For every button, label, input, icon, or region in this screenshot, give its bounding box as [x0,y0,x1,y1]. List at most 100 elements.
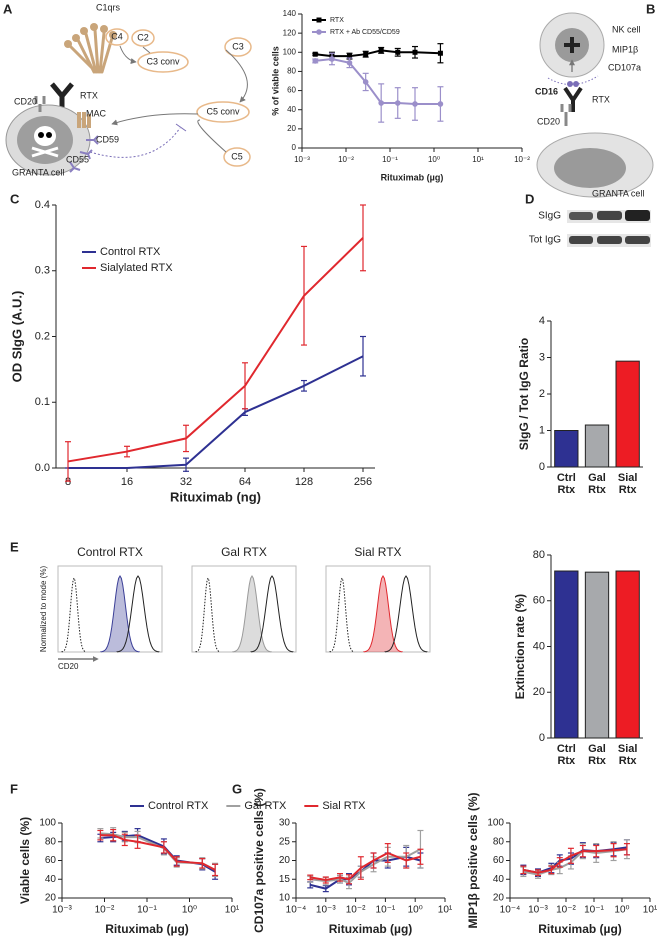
y-tick-label: 20 [45,893,57,904]
histogram-frame [325,565,431,653]
legend-label: Control RTX [148,800,209,812]
y-tick-label: 20 [493,893,505,904]
x-axis-label: Rituximab (ng) [170,489,261,504]
marker [312,51,318,57]
y-axis-label: % of viable cells [270,46,280,116]
y-axis-label: MIP1β positive cells (%) [466,792,480,928]
x-tick-label: 10⁻¹ [376,905,396,916]
x-tick-label: 10⁻² [556,905,576,916]
x-tick-label: 10⁻³ [528,905,548,916]
y-tick-label: 140 [283,9,297,18]
histogram-isotype [329,576,355,653]
y-tick-label: 0 [292,143,297,152]
bar [554,430,579,468]
y-tick-label: 0.4 [35,199,50,211]
marker [363,51,369,57]
x-tick-label: 10⁻¹ [137,905,157,916]
x-tick-label: Ctrl Rtx [556,472,576,496]
histogram-x-label: CD20 [58,662,79,671]
x-tick-label: 10⁻⁴ [500,905,521,916]
y-tick-label: 4 [539,315,545,327]
x-tick-label: 10⁰ [182,905,197,916]
diagram-label: RTX [80,90,98,100]
x-tick-label: 10⁻⁴ [286,905,307,916]
y-tick-label: 100 [39,818,56,829]
histogram-control [384,575,428,653]
x-axis-label: Rituximab (µg) [105,922,189,936]
marker [329,56,335,62]
diagram-label: CD55 [66,154,89,164]
x-tick-label: Gal Rtx [588,472,606,496]
series-line: RTX [315,49,441,58]
x-tick-label: 10¹ [225,905,240,916]
diagram-label: NK cell [612,24,641,34]
bar [584,571,610,739]
y-tick-label: 10 [279,893,291,904]
y-tick-label: 80 [287,67,296,76]
y-axis-label: Viable cells (%) [18,817,32,904]
x-tick-label: 10⁻² [514,155,530,164]
blot-label: Tot IgG [529,235,561,246]
x-tick-label: 16 [121,476,133,488]
y-tick-label: 100 [487,818,504,829]
x-tick-label: Sial Rtx [617,472,638,496]
x-tick-label: Sial Rtx [617,743,638,767]
x-tick-label: 10⁻² [346,905,366,916]
x-tick-label: 10⁻³ [294,155,310,164]
y-tick-label: 80 [45,836,57,847]
x-tick-label: 10⁻² [338,155,354,164]
diagram-b: NK cell MIP1β CD107a CD16 RTX CD20 GRANT… [535,12,654,198]
blot-label: SIgG [538,211,561,222]
x-tick-label: 10¹ [472,155,484,164]
x-axis-label: Rituximab (µg) [538,922,622,936]
marker [395,49,401,55]
marker [362,79,369,85]
bar [554,570,579,739]
marker [346,53,352,59]
y-tick-label: 80 [533,549,545,561]
legend-label: RTX [330,17,344,24]
histogram-y-label: Normalized to mode (%) [39,566,48,653]
y-tick-label: 60 [493,855,505,866]
series-line: Sial RTX [310,851,421,882]
y-tick-label: 15 [279,874,291,885]
y-tick-label: 0.2 [35,330,50,342]
histogram-sample [232,575,272,653]
legend-marker [316,17,322,23]
bar [584,424,610,468]
y-tick-label: 40 [287,105,296,114]
series-line: Sial RTX [100,834,216,871]
y-axis-label: SIgG / Tot IgG Ratio [517,338,531,450]
marker [394,100,401,106]
diagram-a: C1qrs C4 C2 C3 conv C3 C5 conv C5 RTX CD… [5,2,252,177]
y-tick-label: 0 [539,732,545,744]
diagram-label: C3 [232,41,244,51]
diagram-label: C4 [111,31,123,41]
panel-label: D [525,191,534,206]
x-tick-label: 10¹ [438,905,453,916]
legend-label: RTX + Ab CD55/CD59 [330,29,400,36]
bar [615,360,640,468]
y-tick-label: 20 [279,855,291,866]
histogram-isotype [61,576,87,653]
diagram-label: CD107a [608,62,641,72]
x-tick-label: 8 [65,476,71,488]
panel-label: C [10,191,20,206]
x-tick-label: 256 [354,476,372,488]
diagram-label: C1qrs [96,2,121,12]
histogram-control [250,575,294,653]
y-axis-label: OD SIgG (A.U.) [9,291,24,383]
histogram-sample [363,575,403,653]
y-tick-label: 0 [539,461,545,473]
x-tick-label: 10⁻¹ [382,155,398,164]
diagram-label: C5 [231,151,243,161]
legend-label: Control RTX [100,246,161,258]
histogram-isotype [195,576,221,653]
y-tick-label: 60 [533,595,545,607]
diagram-label: C5 conv [206,106,240,116]
diagram-label: GRANTA cell [12,167,64,177]
marker [378,100,384,106]
y-tick-label: 100 [283,47,297,56]
